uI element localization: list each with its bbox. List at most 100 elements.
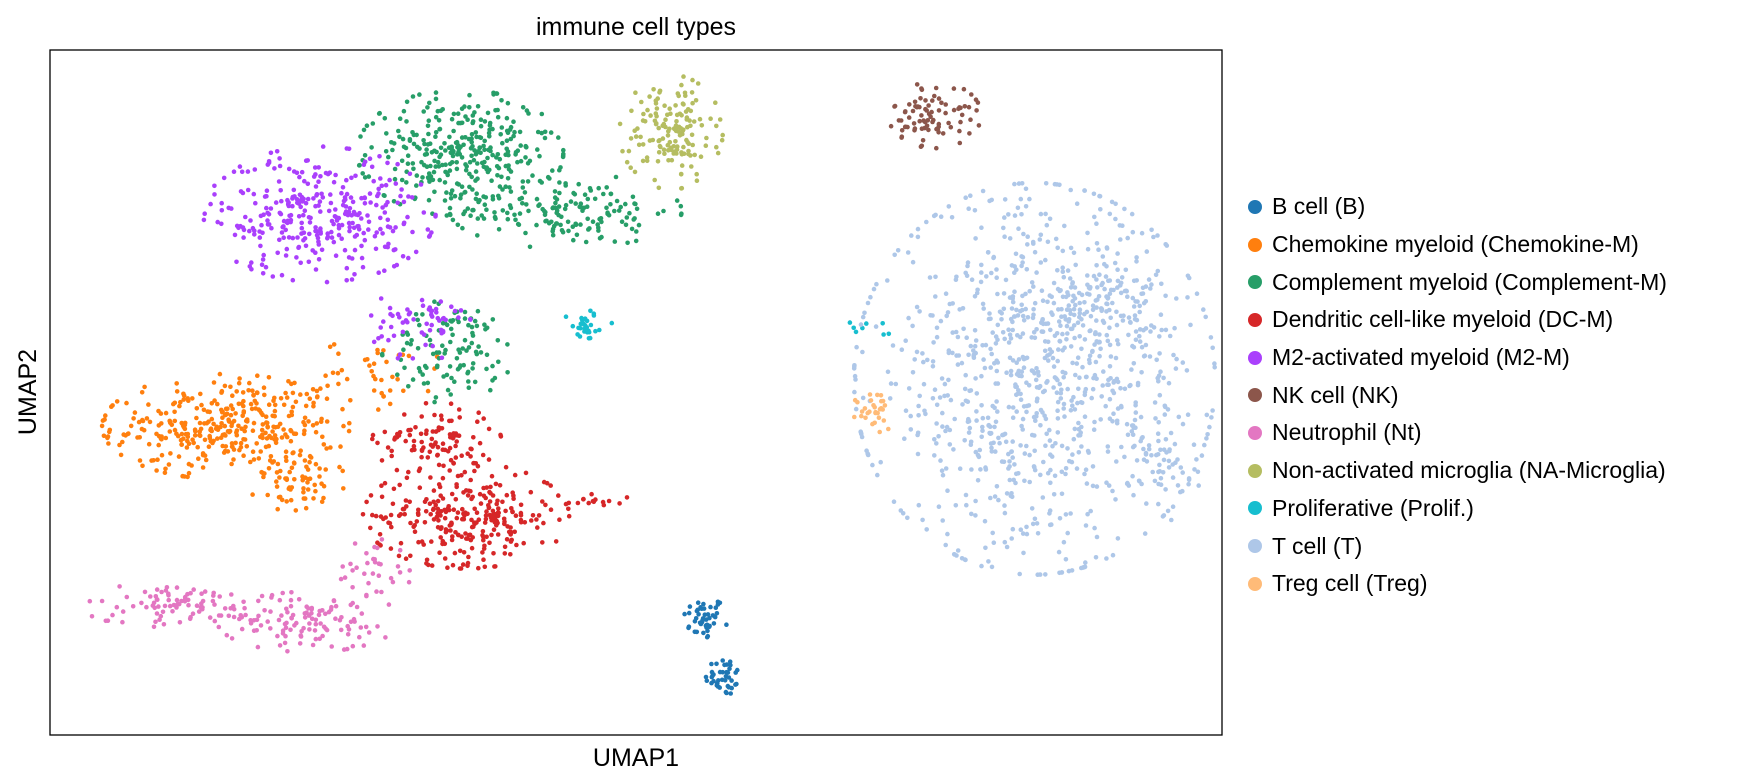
data-point bbox=[378, 176, 383, 181]
data-point bbox=[475, 161, 480, 166]
data-point bbox=[419, 414, 425, 419]
data-point bbox=[200, 465, 206, 470]
data-point bbox=[1032, 249, 1038, 255]
data-point bbox=[584, 204, 590, 209]
data-point bbox=[313, 617, 319, 623]
data-point bbox=[400, 320, 406, 325]
data-point bbox=[462, 469, 468, 475]
data-point bbox=[1107, 342, 1113, 348]
data-point bbox=[429, 322, 435, 328]
data-point bbox=[1015, 333, 1020, 338]
data-point bbox=[588, 188, 594, 193]
data-point bbox=[601, 191, 606, 197]
data-point bbox=[679, 82, 684, 88]
data-point bbox=[390, 374, 395, 380]
data-point bbox=[1045, 299, 1050, 305]
data-point bbox=[644, 155, 650, 160]
data-point bbox=[580, 320, 585, 326]
data-point bbox=[525, 179, 531, 184]
data-point bbox=[875, 392, 880, 398]
data-point bbox=[490, 194, 496, 199]
data-point bbox=[1075, 400, 1080, 406]
data-point bbox=[484, 509, 489, 514]
data-point bbox=[873, 410, 878, 416]
data-point bbox=[1134, 259, 1139, 264]
data-point bbox=[681, 102, 686, 107]
data-point bbox=[955, 548, 961, 553]
data-point bbox=[1027, 479, 1032, 485]
data-point bbox=[197, 433, 202, 438]
data-point bbox=[376, 561, 382, 566]
data-point bbox=[1007, 459, 1012, 464]
legend-marker bbox=[1248, 539, 1262, 554]
data-point bbox=[384, 359, 389, 365]
data-point bbox=[1168, 430, 1174, 436]
data-point bbox=[452, 550, 458, 556]
data-point bbox=[483, 513, 489, 518]
data-point bbox=[961, 326, 966, 332]
data-point bbox=[623, 201, 628, 207]
data-point bbox=[634, 206, 640, 212]
data-point bbox=[286, 235, 292, 240]
data-point bbox=[195, 444, 200, 450]
data-point bbox=[366, 219, 372, 225]
data-point bbox=[337, 464, 342, 470]
data-point bbox=[661, 147, 667, 152]
data-point bbox=[276, 179, 282, 184]
data-point bbox=[314, 394, 320, 400]
data-point bbox=[313, 429, 319, 435]
data-point bbox=[1155, 431, 1161, 437]
data-point bbox=[469, 446, 474, 452]
data-point bbox=[249, 260, 254, 265]
data-point bbox=[877, 429, 882, 435]
data-point bbox=[476, 410, 482, 416]
data-point bbox=[1018, 397, 1024, 403]
data-point bbox=[216, 624, 222, 630]
data-point bbox=[1063, 471, 1068, 477]
data-point bbox=[471, 460, 477, 466]
data-point bbox=[888, 123, 894, 129]
data-point bbox=[910, 259, 916, 265]
data-point bbox=[667, 139, 673, 145]
data-point bbox=[444, 190, 449, 195]
data-point bbox=[1134, 278, 1139, 283]
legend-label: Proliferative (Prolif.) bbox=[1272, 494, 1474, 521]
data-point bbox=[530, 173, 535, 178]
data-point bbox=[443, 529, 449, 535]
data-point bbox=[103, 618, 109, 624]
data-point bbox=[243, 612, 248, 618]
data-point bbox=[1143, 299, 1149, 304]
data-point bbox=[506, 529, 512, 535]
data-point bbox=[892, 252, 897, 258]
data-point bbox=[1054, 390, 1060, 396]
data-point bbox=[1014, 409, 1019, 414]
data-point bbox=[336, 232, 342, 238]
data-point bbox=[415, 144, 420, 150]
data-point bbox=[350, 199, 356, 205]
data-point bbox=[375, 350, 381, 356]
data-point bbox=[468, 317, 473, 322]
data-point bbox=[367, 191, 373, 196]
data-point bbox=[571, 190, 576, 196]
data-point bbox=[237, 376, 242, 381]
legend-item: Neutrophil (Nt) bbox=[1248, 414, 1667, 452]
data-point bbox=[966, 352, 971, 358]
data-point bbox=[391, 264, 397, 269]
data-point bbox=[1140, 285, 1146, 291]
data-point bbox=[463, 114, 468, 119]
data-point bbox=[362, 237, 368, 243]
data-point bbox=[981, 306, 986, 311]
data-point bbox=[269, 225, 274, 231]
data-point bbox=[483, 495, 489, 501]
data-point bbox=[1068, 344, 1074, 349]
data-point bbox=[240, 190, 246, 196]
data-point bbox=[109, 404, 114, 410]
data-point bbox=[669, 157, 675, 163]
data-point bbox=[600, 499, 606, 505]
data-point bbox=[372, 233, 378, 239]
data-point bbox=[201, 407, 207, 413]
data-point bbox=[1105, 444, 1111, 449]
data-point bbox=[1043, 443, 1048, 449]
data-point bbox=[1023, 306, 1028, 312]
data-point bbox=[258, 623, 264, 628]
